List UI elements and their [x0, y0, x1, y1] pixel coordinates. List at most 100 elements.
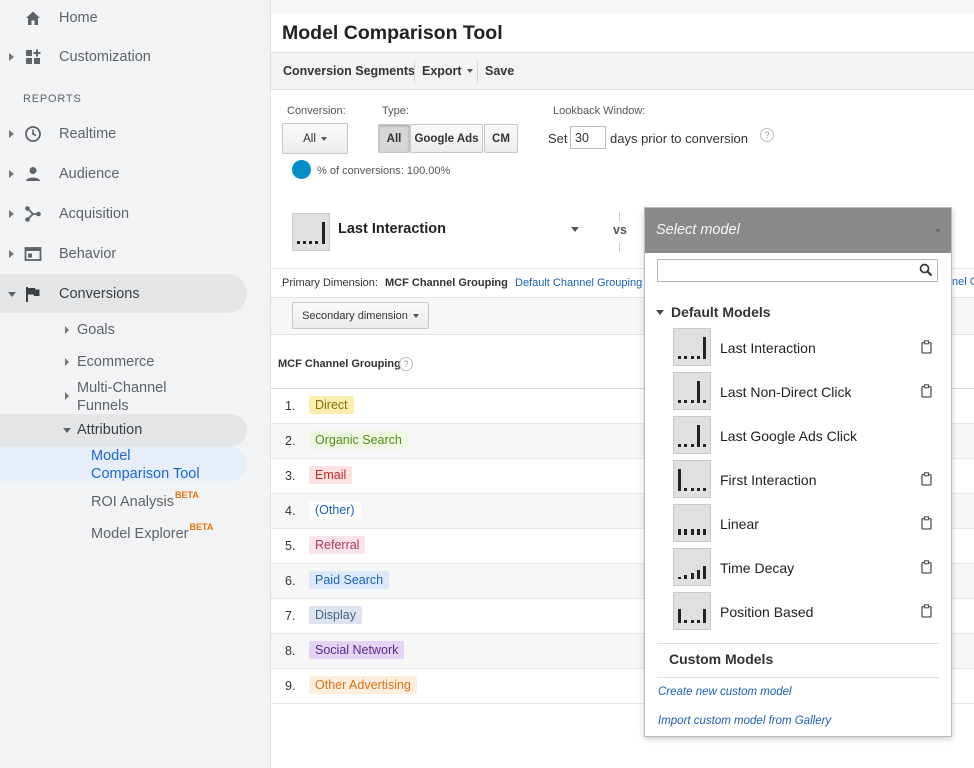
last-interaction-model-icon: [292, 213, 330, 251]
save-button[interactable]: Save: [485, 64, 515, 78]
nav-model-explorer[interactable]: Model ExplorerBETA: [91, 522, 213, 542]
beta-badge: BETA: [189, 522, 214, 532]
channel-chip[interactable]: Display: [309, 606, 362, 624]
lookback-days-input[interactable]: [570, 126, 606, 149]
reports-heading: REPORTS: [23, 93, 82, 105]
model-option[interactable]: First Interaction: [673, 460, 937, 500]
model-dropdown-chevron-icon[interactable]: [571, 227, 579, 232]
model-option-label: First Interaction: [720, 472, 817, 488]
model-option[interactable]: Last Interaction: [673, 328, 937, 368]
nav-mct-label-line2: Comparison Tool: [91, 466, 200, 482]
dimension-bar: Primary Dimension: MCF Channel Grouping …: [271, 268, 974, 298]
channel-chip[interactable]: Email: [309, 466, 353, 484]
table-row: 7. Display: [271, 599, 974, 634]
model-option-label: Time Decay: [720, 560, 795, 576]
conversion-value: All: [303, 132, 316, 145]
dimension-default-channel-link[interactable]: Default Channel Grouping: [515, 277, 643, 289]
import-custom-model-link[interactable]: Import custom model from Gallery: [658, 715, 832, 727]
row-number: 3.: [285, 469, 296, 483]
conversion-segments-button[interactable]: Conversion Segments: [283, 64, 415, 78]
nav-roi-analysis[interactable]: ROI AnalysisBETA: [91, 490, 199, 510]
position-based-model-icon: [673, 592, 711, 630]
secondary-dimension-dropdown[interactable]: Secondary dimension: [292, 302, 429, 329]
model-option[interactable]: Position Based: [673, 592, 937, 632]
nav-audience-label: Audience: [59, 166, 120, 182]
active-section-highlight: [0, 274, 247, 313]
behavior-icon: [24, 245, 42, 263]
toolbar: Conversion Segments Export Save: [271, 52, 974, 90]
search-icon[interactable]: [919, 263, 933, 282]
type-all-button[interactable]: All: [378, 124, 410, 153]
create-custom-model-link[interactable]: Create new custom model: [658, 686, 792, 698]
copy-model-icon[interactable]: [921, 604, 933, 623]
lookback-label: Lookback Window:: [553, 105, 646, 117]
type-cm-button[interactable]: CM: [484, 124, 518, 153]
nav-customization-label: Customization: [59, 49, 151, 65]
export-button[interactable]: Export: [422, 64, 473, 78]
nav-model-comparison-tool[interactable]: Model Comparison Tool: [91, 447, 200, 483]
model-option[interactable]: Last Google Ads Click: [673, 416, 937, 456]
acquisition-icon: [24, 205, 42, 223]
percent-conversions: % of conversions: 100.00%: [317, 165, 451, 177]
copy-model-icon[interactable]: [921, 516, 933, 535]
nav-mcf-label-line1: Multi-Channel: [77, 380, 167, 396]
vs-divider: [619, 243, 620, 252]
nav-goals[interactable]: Goals: [65, 322, 115, 338]
nav-behavior-label: Behavior: [59, 246, 117, 262]
row-number: 1.: [285, 399, 296, 413]
row-number: 8.: [285, 644, 296, 658]
nav-ecommerce-label: Ecommerce: [77, 354, 155, 370]
channel-chip[interactable]: Other Advertising: [309, 676, 417, 694]
channel-chip[interactable]: Social Network: [309, 641, 405, 659]
toolbar-divider: [477, 61, 478, 83]
flag-icon: [24, 285, 42, 303]
model-option[interactable]: Time Decay: [673, 548, 937, 588]
copy-model-icon[interactable]: [921, 384, 933, 403]
chevron-right-icon: [65, 358, 69, 366]
chevron-right-icon: [9, 170, 14, 178]
nav-ecommerce[interactable]: Ecommerce: [65, 354, 155, 370]
channel-chip[interactable]: Direct: [309, 396, 354, 414]
select-model-placeholder: Select model: [656, 222, 740, 238]
nav-conversions-label: Conversions: [59, 286, 140, 302]
chevron-right-icon: [9, 250, 14, 258]
default-models-heading[interactable]: Default Models: [671, 304, 771, 320]
linear-model-icon: [673, 504, 711, 542]
help-icon[interactable]: ?: [399, 357, 413, 371]
nav-attribution[interactable]: Attribution: [63, 422, 142, 438]
conversion-label: Conversion:: [287, 105, 346, 117]
help-icon[interactable]: ?: [760, 128, 774, 142]
chevron-right-icon: [65, 326, 69, 334]
copy-model-icon[interactable]: [921, 560, 933, 579]
chevron-down-icon[interactable]: [656, 310, 664, 315]
nav-realtime-label: Realtime: [59, 126, 117, 142]
row-number: 7.: [285, 609, 296, 623]
chevron-down-icon: [320, 136, 327, 141]
clock-icon: [24, 125, 42, 143]
channel-chip[interactable]: Organic Search: [309, 431, 408, 449]
select-model-header[interactable]: Select model: [645, 208, 951, 253]
table-row: 1. Direct: [271, 389, 974, 424]
model-search-input[interactable]: [657, 259, 938, 282]
channel-chip[interactable]: (Other): [309, 501, 361, 519]
conversion-dropdown[interactable]: All: [282, 123, 348, 154]
table-row: 9. Other Advertising: [271, 669, 974, 704]
type-google-ads-button[interactable]: Google Ads: [410, 124, 483, 153]
channel-chip[interactable]: Paid Search: [309, 571, 390, 589]
model-option[interactable]: Linear: [673, 504, 937, 544]
lookback-set-text: Set: [548, 131, 568, 146]
primary-model-label: Last Interaction: [338, 221, 446, 237]
custom-models-heading: Custom Models: [669, 651, 774, 667]
model-option[interactable]: Last Non-Direct Click: [673, 372, 937, 412]
dimension-link-cut[interactable]: nel G: [952, 276, 974, 288]
copy-model-icon[interactable]: [921, 472, 933, 491]
row-number: 4.: [285, 504, 296, 518]
model-option-label: Last Non-Direct Click: [720, 384, 852, 400]
copy-model-icon[interactable]: [921, 340, 933, 359]
divider: [657, 643, 939, 644]
column-header-mcf[interactable]: MCF Channel Grouping: [278, 358, 401, 370]
dimension-mcf-active[interactable]: MCF Channel Grouping: [385, 277, 508, 289]
channel-chip[interactable]: Referral: [309, 536, 366, 554]
nav-multi-channel-funnels[interactable]: Multi-Channel Funnels: [65, 379, 167, 415]
nav-acquisition-label: Acquisition: [59, 206, 130, 222]
